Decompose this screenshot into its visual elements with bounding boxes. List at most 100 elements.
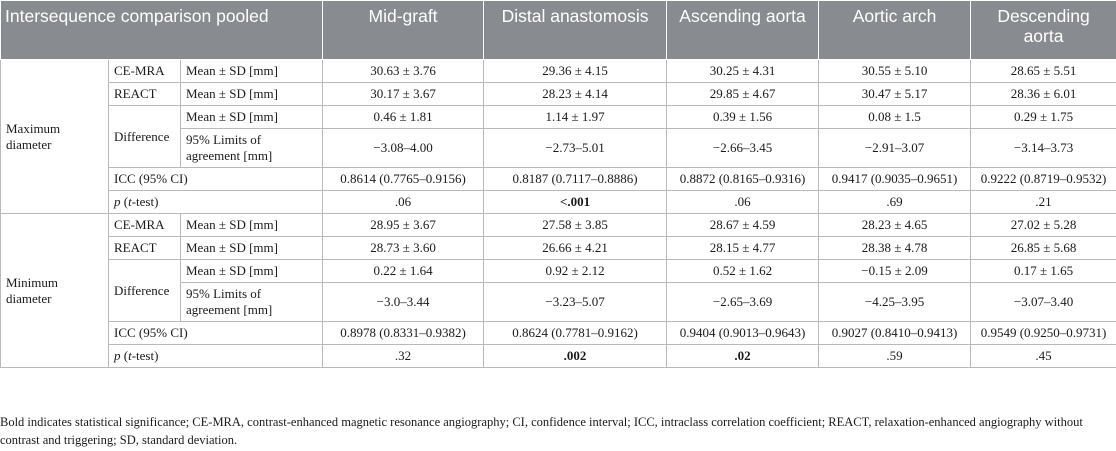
stat-label: Mean ± SD [mm] xyxy=(179,213,324,237)
value-cell: 29.36 ± 4.15 xyxy=(483,59,668,83)
table-row: Difference Mean ± SD [mm] 0.46 ± 1.81 1.14 … xyxy=(1,105,1116,168)
value-cell: 0.17 ± 1.65 xyxy=(970,259,1116,283)
icc-value-cell: 0.9222 (0.8719–0.9532) xyxy=(970,167,1116,191)
method-label: CE-MRA xyxy=(108,213,181,237)
value-cell: −0.15 ± 2.09 xyxy=(818,259,972,283)
table-row: 95% Limits of agreement [mm] −3.08–4.00 −2… xyxy=(1,128,1116,168)
icc-value-cell: 0.9027 (0.8410–0.9413) xyxy=(818,321,972,345)
icc-value-cell: 0.8978 (0.8331–0.9382) xyxy=(322,321,485,345)
p-value-cell: .32 xyxy=(322,344,485,368)
p-symbol: p xyxy=(114,194,121,209)
stat-label: Mean ± SD [mm] xyxy=(179,236,324,260)
value-cell: 0.46 ± 1.81 xyxy=(322,105,485,129)
t-symbol: t xyxy=(128,194,132,209)
value-cell: 0.52 ± 1.62 xyxy=(666,259,820,283)
method-label: REACT xyxy=(108,236,181,260)
header-row: Intersequence comparison pooled Mid-graf… xyxy=(0,0,1116,60)
row-group-label: Minimum diameter xyxy=(0,213,109,368)
stat-label: 95% Limits of agreement [mm] xyxy=(179,282,324,322)
header-col-distal-anastomosis: Distal anastomosis xyxy=(483,0,668,60)
header-col-descending-aorta: Descending aorta xyxy=(970,0,1116,60)
value-cell: −2.66–3.45 xyxy=(666,128,820,168)
value-cell: 30.25 ± 4.31 xyxy=(666,59,820,83)
table-row: Minimum diameter CE-MRA Mean ± SD [mm] 28.9… xyxy=(0,213,1116,368)
value-cell: 30.47 ± 5.17 xyxy=(818,82,972,106)
icc-label: ICC (95% CI) xyxy=(107,167,324,191)
value-cell: 27.58 ± 3.85 xyxy=(483,213,668,237)
p-value-cell: .69 xyxy=(818,190,972,214)
value-cell: 28.65 ± 5.51 xyxy=(970,59,1116,83)
value-cell: 0.92 ± 2.12 xyxy=(483,259,668,283)
header-col-ascending-aorta: Ascending aorta xyxy=(666,0,820,60)
p-value-cell: .59 xyxy=(818,344,972,368)
value-cell: 28.15 ± 4.77 xyxy=(666,236,820,260)
header-col-mid-graft: Mid-graft xyxy=(322,0,485,60)
value-cell: −3.0–3.44 xyxy=(322,282,485,322)
method-label: REACT xyxy=(108,82,181,106)
p-value-cell: .45 xyxy=(970,344,1116,368)
value-cell: 26.85 ± 5.68 xyxy=(970,236,1116,260)
icc-value-cell: 0.8872 (0.8165–0.9316) xyxy=(666,167,820,191)
value-cell: 30.17 ± 3.67 xyxy=(322,82,485,106)
table-row-icc: ICC (95% CI) 0.8978 (0.8331–0.9382) 0.8624… xyxy=(1,321,1116,345)
table-row: Difference Mean ± SD [mm] 0.22 ± 1.64 0.92 … xyxy=(1,259,1116,322)
value-cell: 0.22 ± 1.64 xyxy=(322,259,485,283)
value-cell: −3.23–5.07 xyxy=(483,282,668,322)
value-cell: 0.29 ± 1.75 xyxy=(970,105,1116,129)
p-symbol: p xyxy=(114,348,121,363)
table-row-p-value: p (t-test) .06 <.001.06.69.21 xyxy=(1,190,1116,214)
icc-value-cell: 0.8614 (0.7765–0.9156) xyxy=(322,167,485,191)
p-value-cell: .06 xyxy=(322,190,485,214)
method-label: Difference xyxy=(108,259,181,322)
value-cell: 26.66 ± 4.21 xyxy=(483,236,668,260)
p-value-cell: .21 xyxy=(970,190,1116,214)
value-cell: 29.85 ± 4.67 xyxy=(666,82,820,106)
value-cell: 0.08 ± 1.5 xyxy=(818,105,972,129)
value-cell: −4.25–3.95 xyxy=(818,282,972,322)
p-label-paren: ( xyxy=(120,348,129,363)
icc-value-cell: 0.9549 (0.9250–0.9731) xyxy=(970,321,1116,345)
row-group-label: Maximum diameter xyxy=(0,59,109,214)
value-cell: 28.73 ± 3.60 xyxy=(322,236,485,260)
table-footnote: Bold indicates statistical significance;… xyxy=(0,415,1083,447)
value-cell: 28.67 ± 4.59 xyxy=(666,213,820,237)
value-cell: 27.02 ± 5.28 xyxy=(970,213,1116,237)
value-cell: −3.07–3.40 xyxy=(970,282,1116,322)
header-col-aortic-arch: Aortic arch xyxy=(818,0,972,60)
stat-label: Mean ± SD [mm] xyxy=(179,59,324,83)
t-symbol: t xyxy=(128,348,132,363)
value-cell: 28.36 ± 6.01 xyxy=(970,82,1116,106)
value-cell: 28.23 ± 4.14 xyxy=(483,82,668,106)
value-cell: 30.55 ± 5.10 xyxy=(818,59,972,83)
table-row: REACT Mean ± SD [mm] 28.73 ± 3.60 26.66 ± 4… xyxy=(1,236,1116,260)
p-value-label: p (t-test) xyxy=(107,344,324,368)
p-value-label: p (t-test) xyxy=(107,190,324,214)
p-value-cell: .002 xyxy=(483,344,668,368)
comparison-table: Intersequence comparison pooled Mid-graf… xyxy=(0,0,1116,368)
value-cell: 30.63 ± 3.76 xyxy=(322,59,485,83)
icc-value-cell: 0.9417 (0.9035–0.9651) xyxy=(818,167,972,191)
p-value-cell: .06 xyxy=(666,190,820,214)
value-cell: −2.91–3.07 xyxy=(818,128,972,168)
icc-value-cell: 0.9404 (0.9013–0.9643) xyxy=(666,321,820,345)
table-row: Maximum diameter CE-MRA Mean ± SD [mm] 30.6… xyxy=(0,59,1116,214)
table-row: REACT Mean ± SD [mm] 30.17 ± 3.67 28.23 ± 4… xyxy=(1,82,1116,106)
value-cell: −3.14–3.73 xyxy=(970,128,1116,168)
p-value-cell: .02 xyxy=(666,344,820,368)
value-cell: 28.23 ± 4.65 xyxy=(818,213,972,237)
table-row-p-value: p (t-test) .32.002.02.59.45 xyxy=(1,344,1116,368)
value-cell: 0.39 ± 1.56 xyxy=(666,105,820,129)
icc-value-cell: 0.8624 (0.7781–0.9162) xyxy=(483,321,668,345)
value-cell: −2.73–5.01 xyxy=(483,128,668,168)
stat-label: Mean ± SD [mm] xyxy=(179,105,324,129)
stat-label: 95% Limits of agreement [mm] xyxy=(179,128,324,168)
method-label: CE-MRA xyxy=(108,59,181,83)
p-label-paren: ( xyxy=(120,194,129,209)
value-cell: 1.14 ± 1.97 xyxy=(483,105,668,129)
p-value-cell: <.001 xyxy=(483,190,668,214)
value-cell: 28.38 ± 4.78 xyxy=(818,236,972,260)
stat-label: Mean ± SD [mm] xyxy=(179,82,324,106)
value-cell: 28.95 ± 3.67 xyxy=(322,213,485,237)
table-row-icc: ICC (95% CI) 0.8614 (0.7765–0.9156) 0.8187… xyxy=(1,167,1116,191)
method-label: Difference xyxy=(108,105,181,168)
